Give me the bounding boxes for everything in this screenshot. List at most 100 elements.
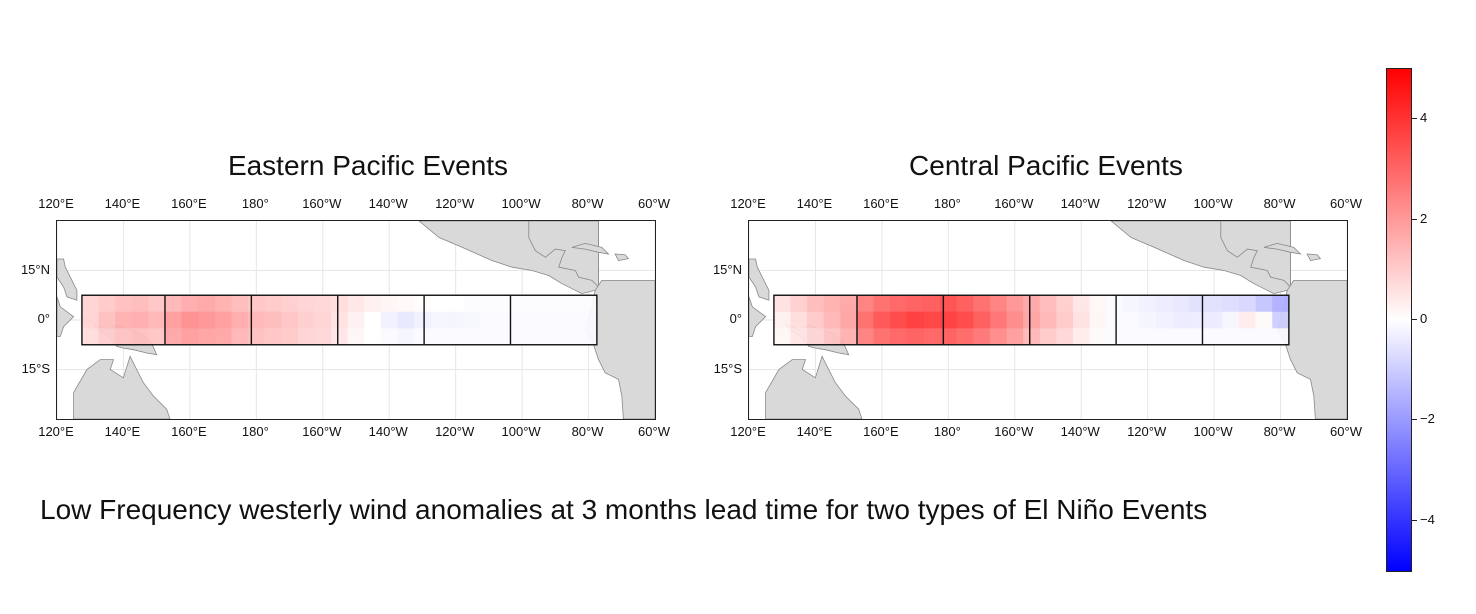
heatmap-cell	[264, 328, 282, 346]
heatmap-cell	[840, 311, 858, 329]
heatmap-cell	[530, 328, 548, 346]
heatmap-cell	[380, 328, 398, 346]
heatmap-cell	[1039, 295, 1057, 313]
heatmap-cell	[1205, 295, 1223, 313]
left-x-tick-bottom: 160°W	[302, 424, 342, 439]
right-x-tick-top: 120°E	[730, 196, 766, 211]
heatmap-cell	[1139, 311, 1157, 329]
heatmap-cell	[430, 295, 448, 313]
left-x-tick-bottom: 180°	[241, 424, 269, 439]
left-x-tick-bottom: 140°E	[104, 424, 141, 439]
colorbar-tick-mark	[1412, 319, 1417, 320]
heatmap-cell	[397, 295, 415, 313]
heatmap-cell	[823, 311, 841, 329]
heatmap-cell	[856, 295, 874, 313]
heatmap-cell	[1122, 295, 1140, 313]
heatmap-cell	[314, 295, 332, 313]
heatmap-cell	[1255, 295, 1273, 313]
heatmap-cell	[890, 328, 908, 346]
heatmap-cell	[790, 328, 808, 346]
heatmap-cell	[940, 311, 957, 329]
heatmap-cell	[530, 311, 548, 329]
heatmap-cell	[563, 295, 581, 313]
heatmap-cell	[1239, 295, 1256, 313]
left-x-tick-top: 120°W	[435, 196, 475, 211]
left-x-tick-bottom: 140°W	[368, 424, 408, 439]
colorbar-tick-mark	[1412, 218, 1417, 220]
heatmap-cell	[1106, 295, 1124, 313]
heatmap-cell	[1239, 328, 1256, 346]
right-x-tick-top: 100°W	[1193, 196, 1233, 211]
heatmap-cell	[773, 311, 791, 329]
heatmap-cell	[513, 311, 531, 329]
heatmap-cell	[414, 328, 432, 346]
heatmap-cell	[1155, 328, 1173, 346]
heatmap-cell	[580, 311, 598, 329]
heatmap-cell	[1106, 311, 1124, 329]
heatmap-cell	[430, 328, 448, 346]
heatmap-cell	[1122, 328, 1140, 346]
heatmap-cell	[297, 328, 315, 346]
colorbar-tick-label: 4	[1420, 110, 1428, 126]
heatmap-cell	[906, 295, 924, 313]
heatmap-cell	[198, 328, 216, 346]
heatmap-cell	[956, 328, 974, 346]
heatmap-cell	[840, 328, 858, 346]
heatmap-cell	[181, 295, 199, 313]
left-x-tick-bottom: 160°E	[171, 424, 207, 439]
heatmap-cell	[463, 311, 481, 329]
heatmap-cell	[989, 328, 1007, 346]
right-x-tick-bottom: 140°E	[796, 424, 833, 439]
heatmap-cell	[530, 295, 548, 313]
left-x-tick-top: 140°W	[368, 196, 408, 211]
colorbar-tick-mark	[1412, 419, 1417, 421]
heatmap-cell	[940, 328, 957, 346]
hispaniola-land	[1306, 253, 1322, 262]
heatmap-cell	[956, 311, 974, 329]
heatmap-cell	[890, 295, 908, 313]
right-x-tick-top: 140°E	[796, 196, 833, 211]
borneo-sulawesi-land	[749, 296, 767, 337]
heatmap-cell	[1189, 295, 1207, 313]
heatmap-cell	[1205, 328, 1223, 346]
heatmap-cell	[131, 311, 149, 329]
heatmap-cell	[873, 295, 891, 313]
heatmap-cell	[807, 295, 825, 313]
heatmap-cell	[480, 295, 498, 313]
right-x-tick-bottom: 120°W	[1127, 424, 1167, 439]
heatmap-cell	[231, 328, 249, 346]
heatmap-cell	[380, 311, 398, 329]
region-box	[773, 294, 1290, 346]
heatmap-cell	[115, 328, 133, 346]
heatmap-cell	[447, 311, 465, 329]
right-x-tick-bottom: 160°W	[994, 424, 1034, 439]
heatmap-cell	[1155, 311, 1173, 329]
heatmap-cell	[181, 311, 199, 329]
heatmap-cell	[98, 311, 116, 329]
heatmap-cell	[1006, 295, 1024, 313]
heatmap-cell	[1139, 328, 1157, 346]
heatmap-cell	[98, 328, 116, 346]
heatmap-cell	[856, 328, 874, 346]
cuba-land	[1263, 242, 1302, 255]
heatmap-cell	[364, 311, 382, 329]
heatmap-cell	[823, 328, 841, 346]
heatmap-cell	[214, 328, 232, 346]
heatmap-cell	[1056, 328, 1074, 346]
heatmap-cell	[873, 311, 891, 329]
heatmap-cell	[1039, 328, 1057, 346]
heatmap-cell	[364, 295, 382, 313]
heatmap-cell	[1122, 311, 1140, 329]
heatmap-cell	[1255, 328, 1273, 346]
right-y-tick: 15°N	[712, 261, 742, 277]
region-box	[81, 294, 598, 346]
left-y-tick: 0°	[37, 311, 50, 326]
heatmap-cell	[364, 328, 382, 346]
colorbar-tick-label: 2	[1420, 210, 1428, 226]
heatmap-cell	[148, 295, 166, 313]
heatmap-cell	[447, 328, 465, 346]
figure-caption: Low Frequency westerly wind anomalies at…	[40, 494, 1208, 525]
heatmap-cell	[906, 311, 924, 329]
heatmap-cell	[1089, 311, 1107, 329]
heatmap-cell	[1072, 311, 1090, 329]
